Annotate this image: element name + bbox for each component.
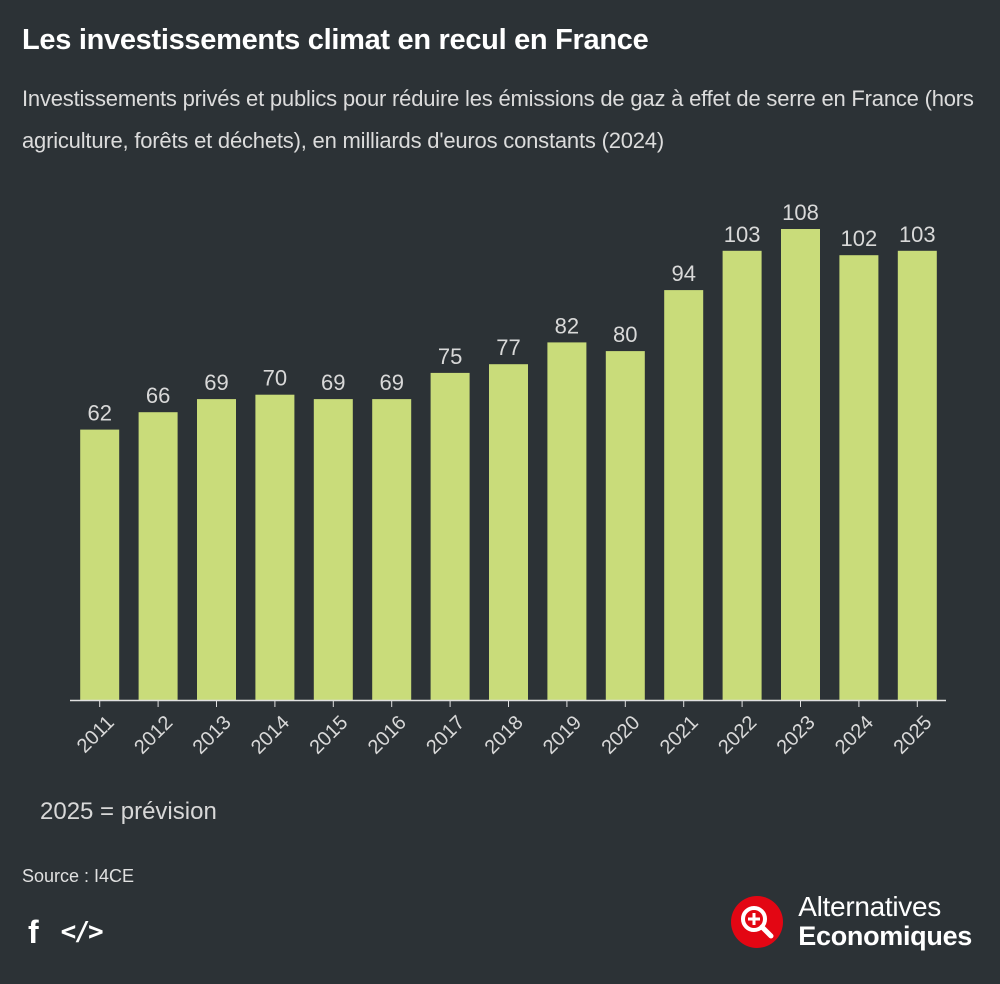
data-label-2023: 108 [782, 200, 819, 225]
data-label-2015: 69 [321, 370, 345, 395]
bar-2017 [430, 372, 470, 700]
data-label-2021: 94 [671, 261, 695, 286]
brand-name: Alternatives Economiques [798, 893, 972, 950]
magnifier-plus-icon [730, 895, 784, 949]
x-tick-label-2020: 2020 [597, 712, 644, 759]
chart-subtitle: Investissements privés et publics pour r… [22, 86, 974, 153]
x-tick-label-2023: 2023 [773, 712, 820, 759]
bar-2023 [781, 229, 820, 700]
share-bar: f </> [28, 914, 104, 950]
x-tick-label-2025: 2025 [889, 712, 936, 759]
brand-logo-block[interactable]: Alternatives Economiques [730, 893, 972, 950]
facebook-icon[interactable]: f [28, 914, 39, 950]
bar-2015 [313, 399, 353, 700]
bar-2022 [722, 250, 762, 701]
x-tick-label-2012: 2012 [130, 712, 177, 759]
data-label-2024: 102 [841, 226, 878, 251]
x-tick-label-2022: 2022 [714, 712, 761, 759]
x-tick-label-2017: 2017 [422, 712, 469, 759]
source-text: Source : I4CE [22, 866, 135, 886]
data-label-2012: 66 [146, 383, 170, 408]
data-label-2018: 77 [496, 335, 520, 360]
x-tick-label-2016: 2016 [364, 712, 411, 759]
bar-chart: 62 2011 66 2012 69 2013 70 2014 69 2015 69 2016 75 20… [70, 200, 946, 759]
data-label-2019: 82 [555, 313, 579, 338]
embed-code-icon[interactable]: </> [60, 917, 104, 947]
bar-2025 [897, 250, 937, 701]
x-tick-label-2011: 2011 [73, 712, 119, 758]
x-tick-label-2013: 2013 [189, 712, 236, 759]
data-label-2014: 70 [263, 366, 287, 391]
x-tick-label-2014: 2014 [247, 712, 294, 759]
data-label-2025: 103 [899, 222, 936, 247]
x-tick-label-2021: 2021 [656, 712, 703, 759]
chart-title: Les investissements climat en recul en F… [22, 24, 649, 56]
data-label-2011: 62 [87, 401, 111, 426]
brand-line2: Economiques [798, 921, 972, 951]
data-label-2022: 103 [724, 222, 761, 247]
data-label-2017: 75 [438, 344, 462, 369]
bar-2013 [197, 399, 236, 700]
data-label-2016: 69 [379, 370, 403, 395]
bar-2024 [839, 255, 879, 700]
data-label-2020: 80 [613, 322, 637, 347]
bar-2019 [547, 342, 587, 700]
bar-2021 [664, 290, 704, 700]
bar-2011 [80, 429, 120, 700]
bar-2020 [605, 351, 645, 700]
forecast-note: 2025 = prévision [40, 798, 217, 825]
bar-2016 [372, 399, 412, 700]
x-tick-label-2024: 2024 [831, 712, 878, 759]
bar-2012 [138, 412, 178, 700]
x-tick-label-2018: 2018 [481, 712, 528, 759]
x-tick-label-2019: 2019 [539, 712, 586, 759]
data-label-2013: 69 [204, 370, 228, 395]
brand-line1: Alternatives [798, 891, 941, 922]
bar-2018 [489, 364, 528, 700]
x-tick-label-2015: 2015 [305, 712, 352, 759]
bar-2014 [255, 394, 295, 700]
